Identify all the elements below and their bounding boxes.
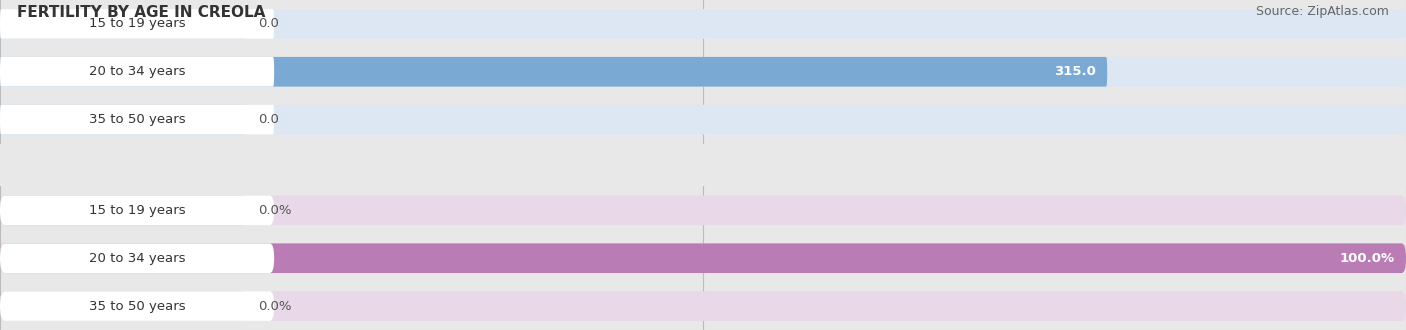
Text: 15 to 19 years: 15 to 19 years bbox=[89, 17, 186, 30]
Text: 20 to 34 years: 20 to 34 years bbox=[89, 65, 186, 78]
Text: 35 to 50 years: 35 to 50 years bbox=[89, 300, 186, 313]
FancyBboxPatch shape bbox=[0, 291, 274, 321]
FancyBboxPatch shape bbox=[0, 105, 274, 134]
FancyBboxPatch shape bbox=[0, 9, 247, 39]
FancyBboxPatch shape bbox=[0, 291, 1406, 321]
Text: 20 to 34 years: 20 to 34 years bbox=[89, 252, 186, 265]
Text: Source: ZipAtlas.com: Source: ZipAtlas.com bbox=[1256, 5, 1389, 18]
FancyBboxPatch shape bbox=[0, 196, 274, 225]
Text: 0.0%: 0.0% bbox=[259, 204, 291, 217]
FancyBboxPatch shape bbox=[0, 196, 247, 225]
FancyBboxPatch shape bbox=[0, 57, 1108, 86]
FancyBboxPatch shape bbox=[0, 244, 1406, 273]
FancyBboxPatch shape bbox=[0, 291, 247, 321]
FancyBboxPatch shape bbox=[0, 57, 1406, 86]
Text: 0.0: 0.0 bbox=[259, 113, 278, 126]
Text: 100.0%: 100.0% bbox=[1340, 252, 1395, 265]
FancyBboxPatch shape bbox=[0, 9, 1406, 39]
Text: FERTILITY BY AGE IN CREOLA: FERTILITY BY AGE IN CREOLA bbox=[17, 5, 266, 20]
Text: 15 to 19 years: 15 to 19 years bbox=[89, 204, 186, 217]
FancyBboxPatch shape bbox=[0, 105, 247, 134]
Text: 0.0: 0.0 bbox=[259, 17, 278, 30]
FancyBboxPatch shape bbox=[0, 244, 274, 273]
Text: 315.0: 315.0 bbox=[1054, 65, 1097, 78]
FancyBboxPatch shape bbox=[0, 105, 1406, 134]
FancyBboxPatch shape bbox=[0, 196, 1406, 225]
FancyBboxPatch shape bbox=[0, 244, 1406, 273]
Text: 35 to 50 years: 35 to 50 years bbox=[89, 113, 186, 126]
Text: 0.0%: 0.0% bbox=[259, 300, 291, 313]
FancyBboxPatch shape bbox=[0, 57, 274, 86]
FancyBboxPatch shape bbox=[0, 9, 274, 39]
